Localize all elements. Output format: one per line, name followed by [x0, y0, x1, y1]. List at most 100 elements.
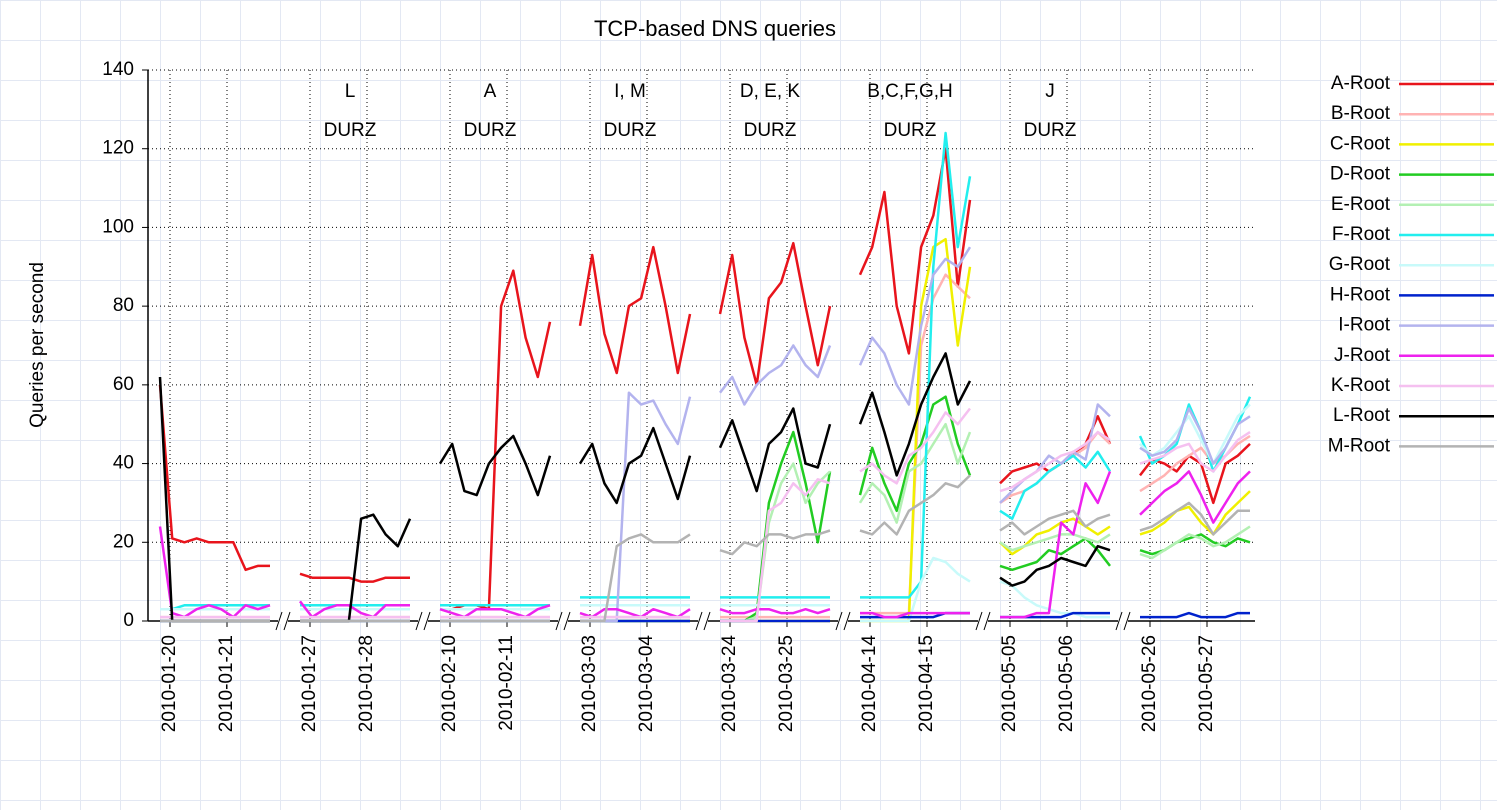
series-line	[1139, 470, 1251, 524]
x-tick-label: 2010-04-14	[859, 635, 880, 733]
x-tick-label: 2010-04-15	[916, 635, 937, 732]
annotation: D, E, K	[740, 81, 801, 102]
axis-break-gap	[978, 618, 988, 624]
annotation: B,C,F,G,H	[867, 81, 953, 102]
y-tick-label: 20	[113, 531, 134, 552]
series-line	[719, 607, 831, 615]
axis-break	[1123, 611, 1131, 631]
series-line	[439, 604, 551, 619]
series-line	[1139, 525, 1251, 560]
axis-break	[415, 611, 423, 631]
y-tick-label: 0	[123, 610, 134, 631]
axis-break	[835, 611, 843, 631]
series-line	[858, 395, 972, 513]
x-tick-label: 2010-01-27	[299, 635, 320, 732]
series-line	[859, 474, 971, 536]
series-line	[999, 430, 1111, 493]
series-line	[999, 517, 1111, 556]
x-tick-label: 2010-03-24	[719, 635, 740, 733]
annotation: DURZ	[464, 120, 517, 141]
x-tick-label: 2010-01-28	[356, 635, 377, 732]
x-tick-label: 2010-01-20	[159, 635, 180, 732]
series-line	[718, 407, 832, 493]
series-line	[578, 245, 692, 375]
y-tick-label: 40	[113, 453, 134, 474]
series-line	[1139, 490, 1251, 536]
x-tick-label: 2010-03-25	[776, 635, 797, 732]
y-tick-label: 100	[102, 216, 134, 237]
series-line	[299, 600, 410, 619]
series-line	[1000, 470, 1112, 619]
legend-label: G-Root	[1329, 254, 1391, 275]
axis-break-gap	[1118, 618, 1128, 624]
x-tick-label: 2010-02-10	[439, 635, 460, 732]
series-line	[1140, 611, 1250, 619]
legend-label: J-Root	[1334, 345, 1391, 366]
legend-label: B-Root	[1331, 103, 1391, 124]
y-tick-label: 120	[102, 138, 134, 159]
axis-break-gap	[558, 618, 568, 624]
x-tick-label: 2010-03-04	[636, 635, 657, 733]
axis-break	[975, 611, 983, 631]
chart-title: TCP-based DNS queries	[594, 16, 836, 41]
x-tick-label: 2010-05-26	[1139, 635, 1160, 732]
series-line	[578, 426, 692, 505]
series-line	[440, 269, 552, 611]
series-line	[858, 352, 972, 477]
axis-break	[563, 611, 571, 631]
x-tick-label: 2010-05-27	[1196, 635, 1217, 732]
annotation: DURZ	[1024, 120, 1077, 141]
annotation: L	[345, 81, 356, 102]
series-line	[1139, 407, 1251, 465]
x-tick-label: 2010-05-06	[1056, 635, 1077, 732]
x-tick-label: 2010-01-21	[216, 635, 237, 732]
x-tick-label: 2010-05-05	[999, 635, 1020, 732]
axis-break-gap	[698, 618, 708, 624]
series-line	[860, 556, 971, 623]
y-axis-label: Queries per second	[27, 262, 48, 428]
series-line	[579, 607, 691, 619]
series-line	[719, 529, 831, 556]
series-line	[580, 533, 691, 623]
y-tick-label: 80	[113, 295, 134, 316]
series-line	[580, 391, 692, 623]
series-line	[1139, 403, 1251, 465]
annotation: DURZ	[744, 120, 797, 141]
legend-label: M-Root	[1328, 435, 1391, 456]
axis-break-gap	[278, 618, 288, 624]
legend-label: C-Root	[1330, 133, 1391, 154]
series-line	[999, 544, 1111, 587]
axis-break	[843, 611, 851, 631]
series-line	[999, 533, 1111, 552]
legend-label: D-Root	[1330, 164, 1391, 185]
series-line	[859, 407, 971, 485]
y-tick-label: 60	[113, 374, 134, 395]
axis-break	[283, 611, 291, 631]
y-tick-label: 140	[102, 59, 134, 80]
axis-break-gap	[418, 618, 428, 624]
axis-break	[275, 611, 283, 631]
series-line	[1139, 431, 1251, 473]
series-line	[158, 376, 270, 623]
legend-label: F-Root	[1332, 224, 1391, 245]
legend-label: H-Root	[1330, 284, 1391, 305]
series-line	[858, 422, 972, 524]
series-line	[718, 241, 832, 387]
annotation: A	[484, 81, 497, 102]
axis-break	[423, 611, 431, 631]
series-line	[1139, 443, 1251, 505]
annotation: DURZ	[604, 120, 657, 141]
series-line	[1139, 501, 1250, 536]
series-line	[999, 537, 1111, 572]
series-line	[158, 526, 271, 619]
axis-break	[695, 611, 703, 631]
series-line	[858, 246, 972, 406]
series-line	[999, 509, 1111, 536]
series-line	[719, 344, 832, 406]
series-line	[720, 430, 832, 623]
axis-break	[1115, 611, 1123, 631]
legend-label: E-Root	[1331, 194, 1391, 215]
annotation: J	[1045, 81, 1055, 102]
axis-break	[555, 611, 563, 631]
